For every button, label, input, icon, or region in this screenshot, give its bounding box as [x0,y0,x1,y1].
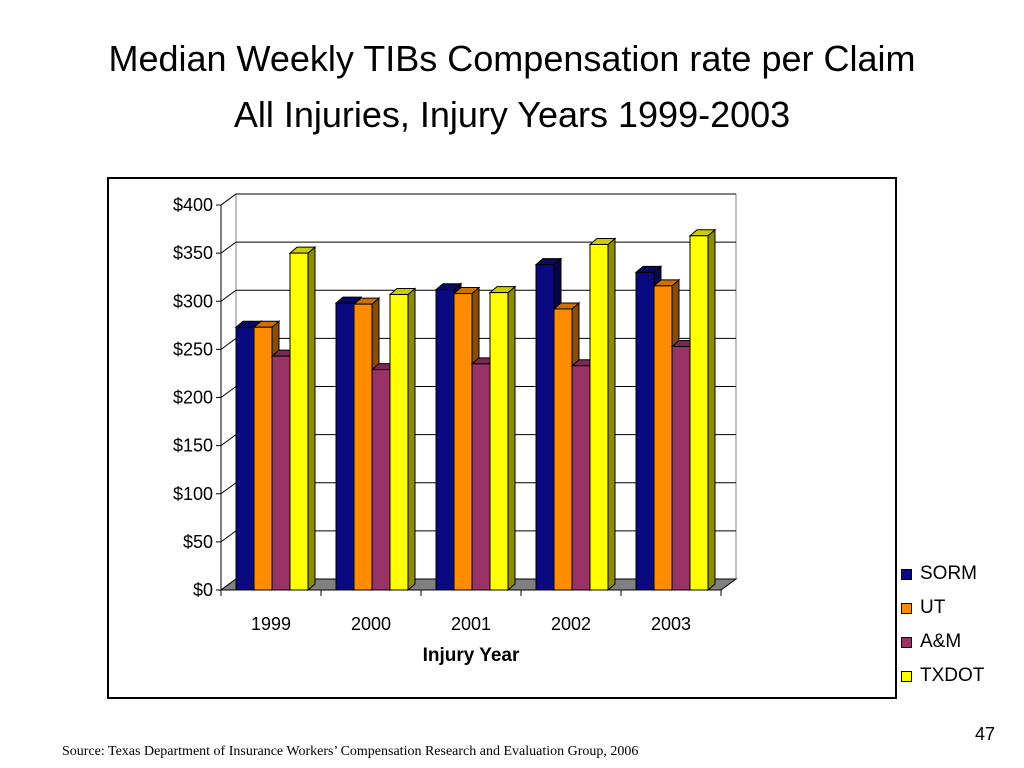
legend-label-am: A&M [920,631,962,652]
legend-item-sorm: SORM [901,557,984,591]
bar-2000-txdot [388,287,417,592]
legend-swatch-am [901,636,912,648]
legend-item-ut: UT [901,591,984,625]
legend-label-txdot: TXDOT [920,665,985,686]
legend-label-sorm: SORM [920,563,977,584]
legend-swatch-ut [901,602,912,614]
bar-front [471,363,491,591]
bar-front [371,369,391,591]
x-tick-label: 2002 [551,614,591,634]
bar-2003-txdot [688,228,717,592]
x-tick-label: 2000 [351,614,391,634]
bar-front [589,243,609,591]
bar-side [307,246,316,592]
y-tick-label: $50 [183,532,213,552]
bar-front [453,293,473,591]
bar-side [607,237,616,592]
bar-front [689,235,709,591]
bar-front [289,252,309,591]
gridline [220,289,736,302]
x-tick-label: 2003 [651,614,691,634]
bar-front [353,303,373,591]
legend-swatch-sorm [901,568,912,580]
bar-side [507,285,516,592]
gridline [220,241,736,254]
legend-swatch-txdot [901,670,912,682]
bar-front [235,326,255,591]
bar-front [489,292,509,591]
page-number: 47 [975,724,996,744]
x-tick-label: 1999 [251,614,291,634]
y-tick-label: $100 [173,484,213,504]
bar-front [335,302,355,591]
x-axis-title: Injury Year [423,645,520,666]
y-tick-label: $300 [173,291,213,311]
bar-front [553,308,573,591]
gridline [220,193,736,206]
bar-chart: $0 $50 $100 $150 $200 $250 $300 $350 $400 1999 200… [173,193,738,666]
y-tick-label: $200 [173,388,213,408]
bar-front [271,355,291,591]
legend-label-ut: UT [920,597,946,618]
bar-2002-txdot [588,237,617,592]
bar-front [253,326,273,591]
legend-item-txdot: TXDOT [901,659,984,693]
bar-1999-txdot [288,246,317,592]
slide-title-line1: Median Weekly TIBs Compensation rate per… [108,38,916,79]
bar-side [407,287,416,592]
y-tick-label: $250 [173,339,213,359]
y-tick-label: $400 [173,195,213,215]
bar-2001-txdot [488,285,517,592]
bar-front [535,264,555,591]
chart-frame: $0 $50 $100 $150 $200 $250 $300 $350 $400 1999 200… [107,177,984,699]
bar-front [571,365,591,591]
bar-front [635,271,655,591]
y-tick-label: $150 [173,436,213,456]
bar-front [389,294,409,591]
bar-front [435,289,455,591]
chart-legend: SORM UT A&M TXDOT [901,557,984,693]
legend-item-am: A&M [901,625,984,659]
y-tick-label: $0 [193,580,213,600]
slide-title-line2: All Injuries, Injury Years 1999-2003 [233,94,791,135]
bar-front [671,345,691,591]
x-tick-label: 2001 [451,614,491,634]
source-note: Source: Texas Department of Insurance Wo… [62,744,639,759]
y-tick-label: $350 [173,243,213,263]
bar-side [707,228,716,592]
bar-front [653,285,673,591]
